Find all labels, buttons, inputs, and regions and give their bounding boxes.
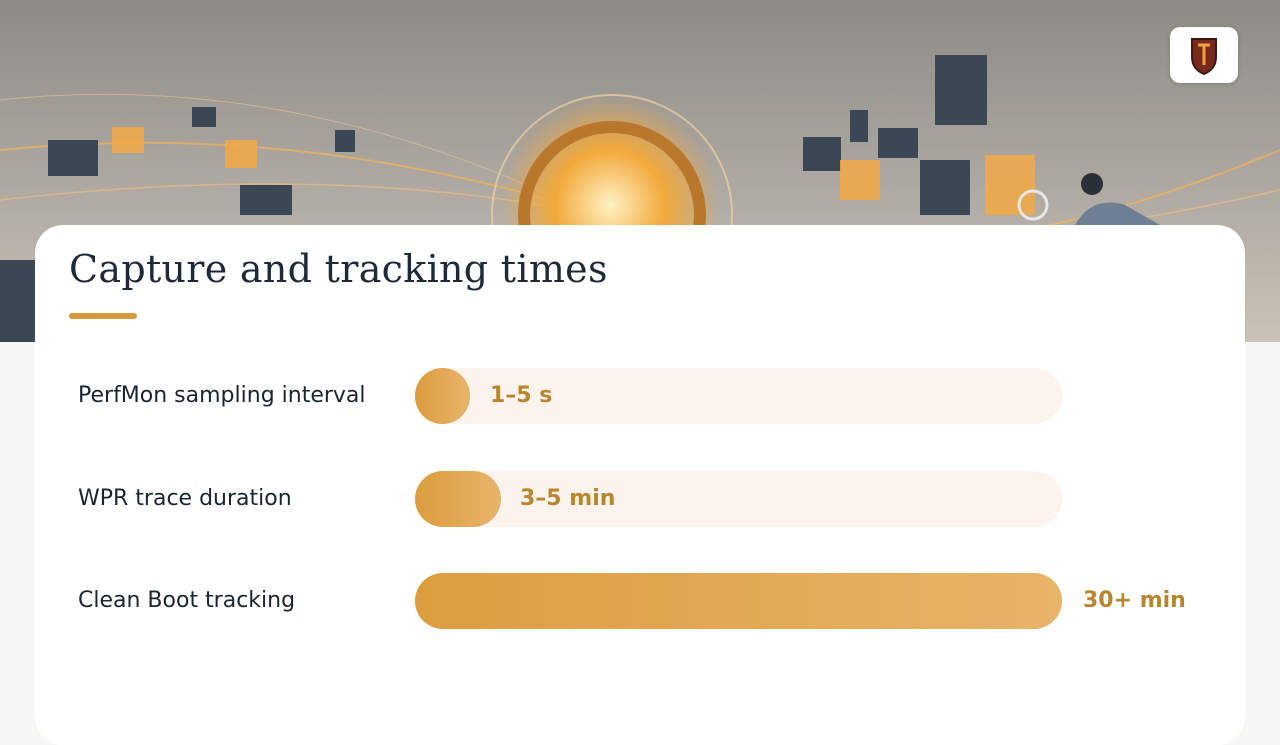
row-label: WPR trace duration bbox=[78, 486, 292, 511]
slide-title: Capture and tracking times bbox=[69, 247, 608, 291]
logo-icon bbox=[1191, 38, 1217, 76]
bar-fill bbox=[415, 368, 470, 424]
bar-row: Clean Boot tracking 30+ min bbox=[35, 573, 1245, 629]
bar-track bbox=[415, 471, 1062, 527]
content-card: Capture and tracking times PerfMon sampl… bbox=[35, 225, 1245, 745]
row-label: Clean Boot tracking bbox=[78, 588, 296, 613]
slide: Capture and tracking times PerfMon sampl… bbox=[0, 0, 1280, 629]
bar-fill bbox=[415, 471, 501, 527]
bar-track bbox=[415, 368, 1062, 424]
bar-track bbox=[415, 573, 1062, 629]
logo bbox=[1170, 27, 1238, 83]
row-label: PerfMon sampling interval bbox=[78, 383, 366, 408]
bar-fill bbox=[415, 573, 1062, 629]
row-value: 3–5 min bbox=[520, 486, 616, 511]
bar-row: WPR trace duration 3–5 min bbox=[35, 471, 1245, 527]
row-value: 30+ min bbox=[1083, 588, 1186, 613]
title-underline bbox=[69, 313, 137, 319]
bar-row: PerfMon sampling interval 1–5 s bbox=[35, 368, 1245, 424]
row-value: 1–5 s bbox=[490, 383, 553, 408]
